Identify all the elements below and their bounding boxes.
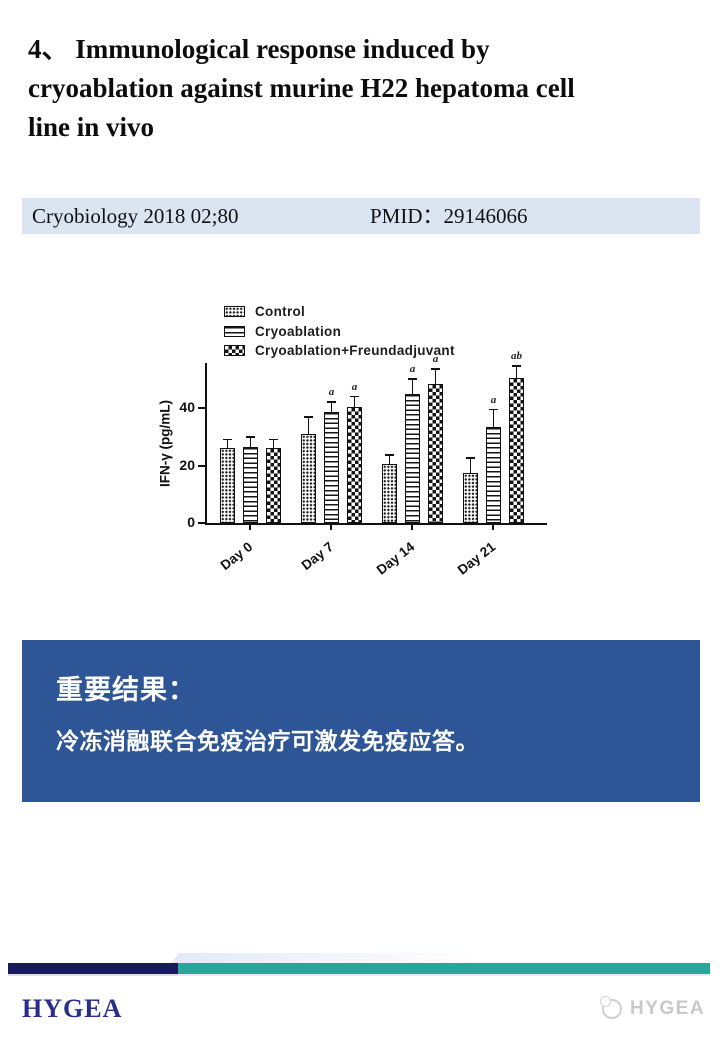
- bar-cryoablation-day-7: [323, 412, 339, 523]
- y-axis: [205, 363, 207, 525]
- y-tick: [198, 522, 205, 524]
- error-bar-cap: [326, 401, 336, 404]
- bar-cryoablation-day-21: [485, 426, 501, 523]
- chart-legend: Control Cryoablation Cryoablation+Freundad…: [224, 302, 455, 361]
- y-tick: [198, 407, 205, 410]
- citation-pmid: PMID：29146066: [370, 204, 528, 228]
- bar-control-day-21: [462, 472, 478, 523]
- significance-label: a: [409, 363, 416, 376]
- significance-label: a: [490, 393, 497, 406]
- significance-label: a: [351, 380, 358, 393]
- legend-swatch-checker-icon: [224, 345, 245, 357]
- error-bar-cap: [407, 378, 417, 381]
- bar-cryoablation-day-0: [242, 446, 258, 523]
- x-tick: [330, 525, 332, 530]
- error-bar: [492, 409, 495, 427]
- error-bar-cap: [465, 457, 475, 460]
- page-title: 4、 Immunological response induced by cry…: [28, 30, 704, 147]
- legend-swatch-hlines-icon: [224, 325, 245, 337]
- legend-row: Cryoablation+Freundadjuvant: [224, 341, 455, 361]
- legend-row: Control: [224, 302, 455, 322]
- x-tick: [492, 525, 494, 530]
- y-tick-label: 40: [179, 399, 195, 416]
- legend-label: Cryoablation+Freundadjuvant: [255, 343, 455, 359]
- title-line-3: line in vivo: [28, 112, 155, 142]
- error-bar: [515, 366, 518, 378]
- error-bar: [411, 379, 414, 394]
- error-bar-cap: [488, 408, 498, 411]
- x-tick: [249, 525, 251, 530]
- error-bar-cap: [222, 438, 232, 441]
- bar-control-day-0: [219, 448, 235, 523]
- error-bar-cap: [430, 368, 440, 371]
- result-heading: 重要结果：: [56, 675, 196, 705]
- bar-cryoablation-freundadjuvant-day-0: [265, 448, 281, 523]
- error-bar: [469, 458, 472, 473]
- title-line-1: 4、 Immunological response induced by: [28, 34, 490, 64]
- watermark: HYGEA: [600, 996, 706, 1020]
- significance-label: ab: [511, 350, 522, 363]
- bar-chart-figure: IFN-γ (pg/mL) 0 20 40 Day 0 Day 7 a a Day 14 a a D…: [150, 288, 560, 588]
- error-bar: [353, 396, 356, 407]
- legend-row: Cryoablation: [224, 322, 455, 342]
- title-line-2: cryoablation against murine H22 hepatoma…: [28, 73, 575, 103]
- footer-swoosh-decoration: [171, 953, 649, 963]
- legend-label: Control: [255, 304, 306, 320]
- error-bar: [307, 416, 310, 434]
- bar-cryoablation-freundadjuvant-day-7: [346, 406, 362, 523]
- brand-wordmark: HYGEA: [22, 994, 123, 1023]
- x-tick-label: Day 21: [454, 539, 499, 578]
- citation-journal: Cryobiology 2018 02;80: [32, 204, 239, 228]
- citation-bar: Cryobiology 2018 02;80 PMID：29146066: [22, 198, 700, 234]
- error-bar: [434, 369, 437, 384]
- result-body: 冷冻消融联合免疫治疗可激发免疫应答。: [56, 728, 479, 754]
- error-bar-cap: [349, 395, 359, 398]
- error-bar-cap: [303, 415, 313, 418]
- significance-label: a: [328, 386, 335, 399]
- x-tick: [411, 525, 413, 530]
- error-bar-cap: [511, 365, 521, 368]
- footer-bar-navy: [8, 963, 178, 974]
- x-tick-label: Day 0: [217, 539, 256, 574]
- error-bar-cap: [245, 435, 255, 438]
- bar-cryoablation-day-14: [404, 393, 420, 523]
- error-bar-cap: [268, 438, 278, 441]
- x-axis: [205, 523, 547, 525]
- y-tick-label: 0: [187, 514, 195, 530]
- error-bar: [226, 439, 229, 449]
- bar-control-day-14: [381, 464, 397, 523]
- watermark-text: HYGEA: [630, 998, 706, 1019]
- x-tick-label: Day 14: [373, 539, 418, 578]
- bar-control-day-7: [300, 433, 316, 523]
- y-axis-label: IFN-γ (pg/mL): [157, 400, 173, 488]
- legend-label: Cryoablation: [255, 323, 342, 339]
- bar-cryoablation-freundadjuvant-day-14: [427, 383, 443, 523]
- footer-bar-teal: [178, 963, 710, 974]
- significance-label: a: [432, 353, 439, 366]
- y-tick-label: 20: [179, 456, 195, 473]
- y-tick: [198, 464, 205, 467]
- error-bar-cap: [384, 454, 394, 457]
- x-tick-label: Day 7: [298, 539, 337, 574]
- legend-swatch-dots-icon: [224, 306, 245, 318]
- error-bar: [330, 402, 333, 413]
- result-box: 重要结果： 冷冻消融联合免疫治疗可激发免疫应答。: [22, 640, 700, 802]
- bar-cryoablation-freundadjuvant-day-21: [508, 377, 524, 523]
- error-bar: [388, 455, 391, 465]
- hygea-logo-icon: [600, 996, 622, 1019]
- chart-plot: IFN-γ (pg/mL) 0 20 40 Day 0 Day 7 a a Day 14 a a D…: [150, 288, 560, 588]
- error-bar: [272, 439, 275, 449]
- error-bar: [249, 436, 252, 447]
